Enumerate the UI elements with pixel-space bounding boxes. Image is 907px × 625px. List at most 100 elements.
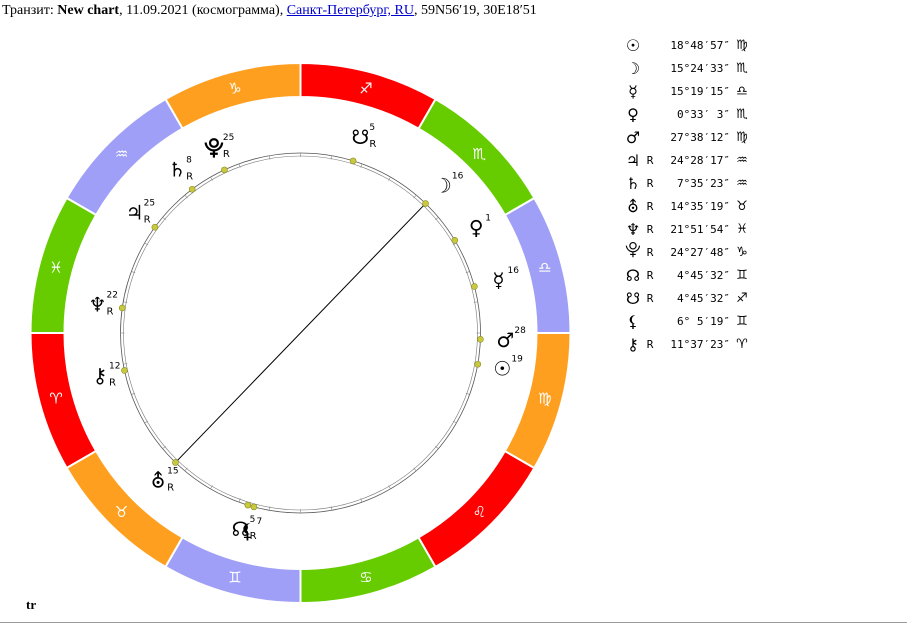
planet-glyph: ⚷ [627, 335, 639, 354]
moon-dot [422, 200, 429, 207]
position-row: ♃ R 24°28′17″ ♒ [622, 149, 751, 172]
venus-degree-label: 1 [485, 213, 491, 223]
southnode-glyph[interactable]: ☋ [352, 125, 370, 149]
degree-tick [330, 506, 333, 511]
sign-glyph: ♒ [736, 153, 748, 168]
sign-glyph: ♑ [736, 245, 748, 260]
planet-glyph: ♆ [625, 220, 641, 239]
sign-glyph: ♊ [736, 314, 748, 329]
moon-glyph[interactable]: ☽ [434, 174, 452, 198]
aspect-lines [177, 205, 424, 461]
zodiac-ring: ♈ ♉ ♊ ♋ ♌ ♍ ♎ ♏ ♐ ♑ ♒ ♓ [29, 61, 572, 605]
saturn-retro-marker: R [186, 171, 193, 182]
sign-glyph: ♒ [736, 176, 748, 191]
degree-tick [435, 217, 439, 221]
node-retro-marker: R [250, 531, 257, 542]
position-row: ♂ 27°38′12″ ♍ [622, 126, 751, 149]
sign-glyph: ♏ [736, 61, 748, 76]
sign-glyph: ♍ [538, 389, 551, 407]
degree-tick [238, 498, 241, 503]
chart-name: New chart [57, 3, 120, 18]
degree-tick [465, 271, 470, 274]
mercury-dot [471, 283, 478, 290]
neptune-degree-label: 22 [106, 290, 117, 300]
planet-glyph: ☊ [625, 266, 641, 285]
planet-glyph: ♄ [625, 174, 641, 193]
sign-glyph: ♊ [228, 568, 241, 586]
degree-tick [184, 467, 188, 472]
mars-glyph[interactable]: ♂ [496, 328, 514, 352]
planet-markers: ☉ 19☽ 16☿ 16♀ 1♂ 28♃ 25R♄ 8R⛢ 15R♆ 22R⯓ 25R☊ 5R☋ 5R⚸… [89, 123, 527, 543]
sign-glyph: ♏ [473, 145, 487, 163]
mercury-glyph[interactable]: ☿ [492, 268, 504, 292]
degree-tick [268, 506, 271, 511]
position-value: 24°27′48″ [670, 246, 730, 259]
retrograde-marker: R [646, 292, 654, 305]
degree-tick [413, 467, 417, 472]
sign-segment [29, 196, 98, 334]
mars-dot [477, 335, 484, 343]
sign-glyph: ♓ [49, 259, 62, 277]
place-link[interactable]: Санкт-Петербург, RU [286, 3, 415, 18]
pluto-glyph[interactable]: ⯓ [204, 135, 224, 159]
planet-glyph: ♃ [625, 151, 641, 170]
sign-glyph: ♍ [736, 38, 748, 53]
retrograde-marker: R [646, 246, 654, 259]
retrograde-marker: R [646, 154, 654, 167]
degree-tick [162, 217, 166, 221]
position-value: 4°45′32″ [677, 269, 730, 282]
planet-glyph: ☽ [625, 59, 641, 78]
position-value: 6° 5′19″ [677, 315, 730, 328]
sun-glyph[interactable]: ☉ [493, 357, 511, 381]
saturn-degree-label: 8 [186, 155, 192, 165]
position-row: ☉ 18°48′57″ ♍ [622, 34, 751, 57]
pluto-retro-marker: R [223, 149, 230, 160]
node-dot [244, 501, 252, 509]
planet-glyph: ⚸ [627, 312, 639, 331]
sun-dot [474, 360, 482, 368]
node-glyph[interactable]: ☊ [232, 517, 250, 541]
header-details: , 11.09.2021 (космограмма), [119, 3, 287, 18]
jupiter-glyph[interactable]: ♃ [126, 201, 144, 225]
planet-glyph: ☉ [625, 36, 641, 55]
position-row: ☽ 15°24′33″ ♏ [622, 57, 751, 80]
uranus-glyph[interactable]: ⛢ [151, 468, 166, 492]
bottom-divider [0, 622, 907, 623]
degree-tick [413, 194, 417, 199]
retrograde-marker: R [646, 177, 654, 190]
position-row: ⚸ 6° 5′19″ ♊ [622, 310, 751, 333]
sign-glyph: ♐ [359, 80, 372, 98]
degree-tick [162, 445, 166, 449]
mars-degree-label: 28 [514, 326, 526, 336]
degree-ticks [120, 153, 481, 513]
degree-tick [435, 445, 439, 449]
sign-glyph: ♓ [736, 222, 748, 237]
planet-glyph: ♀ [627, 105, 639, 124]
sign-segment [29, 332, 98, 470]
position-value: 14°35′19″ [670, 200, 730, 213]
degree-tick [388, 485, 391, 490]
position-row: ⚷ R 11°37′23″ ♈ [622, 333, 751, 356]
planet-glyph: ♂ [625, 128, 641, 147]
lilith-glyph[interactable]: ⚸ [240, 519, 255, 543]
position-row: ⛢ R 14°35′19″ ♉ [622, 195, 751, 218]
chart-wheel: ♈♉♊ ♋♌♍♎♏♐♑♒♓ ☉ 19☽ 16☿ 16♀ 1♂ 28♃ 25R♄ 8R⛢ 15R♆ 2… [29, 61, 572, 605]
position-value: 27°38′12″ [670, 131, 730, 144]
pluto-dot [221, 166, 228, 174]
neptune-glyph[interactable]: ♆ [89, 292, 107, 316]
degree-tick [473, 301, 478, 303]
chiron-retro-marker: R [109, 378, 116, 389]
node-degree-label: 5 [250, 515, 256, 525]
chiron-glyph[interactable]: ⚷ [93, 364, 108, 388]
venus-glyph[interactable]: ♀ [469, 215, 484, 239]
planet-glyph: ☋ [625, 289, 641, 308]
venus-dot [451, 236, 459, 244]
uranus-dot [172, 459, 179, 466]
saturn-glyph[interactable]: ♄ [168, 157, 186, 181]
chart-type-tag: tr [26, 597, 37, 612]
chart-header: Транзит: New chart, 11.09.2021 (космогра… [2, 3, 537, 19]
degree-tick [360, 163, 363, 168]
sign-glyph: ♉ [736, 199, 748, 214]
position-value: 18°48′57″ [670, 39, 730, 52]
degree-tick [210, 176, 213, 181]
